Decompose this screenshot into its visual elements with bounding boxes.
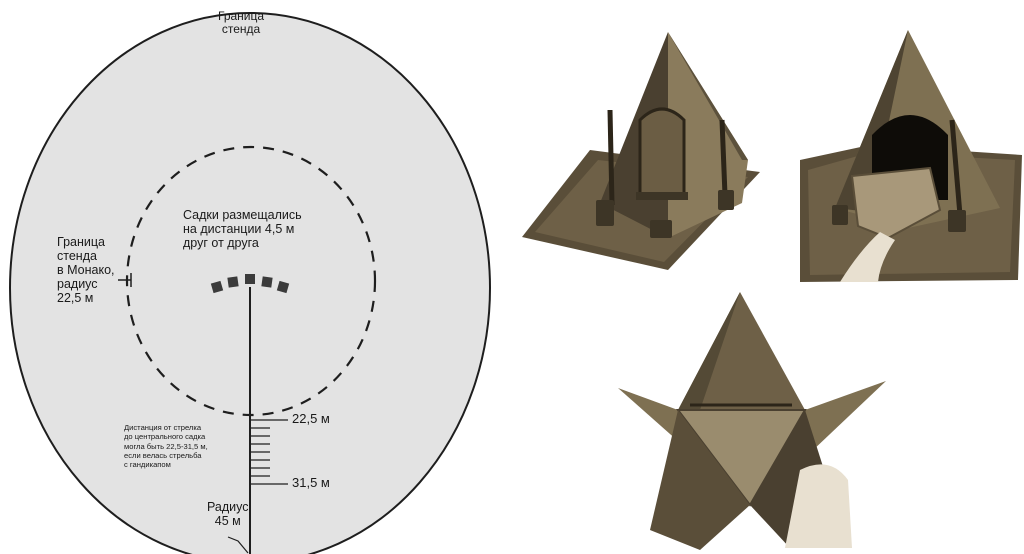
radius-label: Радиус 45 м (207, 500, 249, 528)
pigeon-trap-unfolded-photo (618, 292, 886, 550)
trap-box-central (245, 274, 255, 284)
distance-mark-31: 31,5 м (292, 475, 330, 490)
radius-pointer (227, 536, 249, 554)
distance-ruler (250, 419, 288, 485)
distance-mark-22: 22,5 м (292, 411, 330, 426)
stand-boundary-label: Граница стенда (218, 9, 265, 37)
trap-box (276, 280, 290, 294)
trap-spacing-label: Садки размещались на дистанции 4,5 м дру… (183, 208, 302, 250)
pigeon-trap-closed-photo (522, 32, 760, 270)
monaco-boundary-label: Граница стенда в Монако, радиус 22,5 м (57, 235, 115, 305)
trap-box (227, 276, 239, 288)
trap-boxes (210, 274, 290, 294)
distance-note: Дистанция от стрелка до центрального сад… (124, 423, 208, 469)
trap-box (210, 280, 224, 294)
pigeon-trap-open-photo (800, 30, 1022, 282)
trap-box (261, 276, 273, 288)
